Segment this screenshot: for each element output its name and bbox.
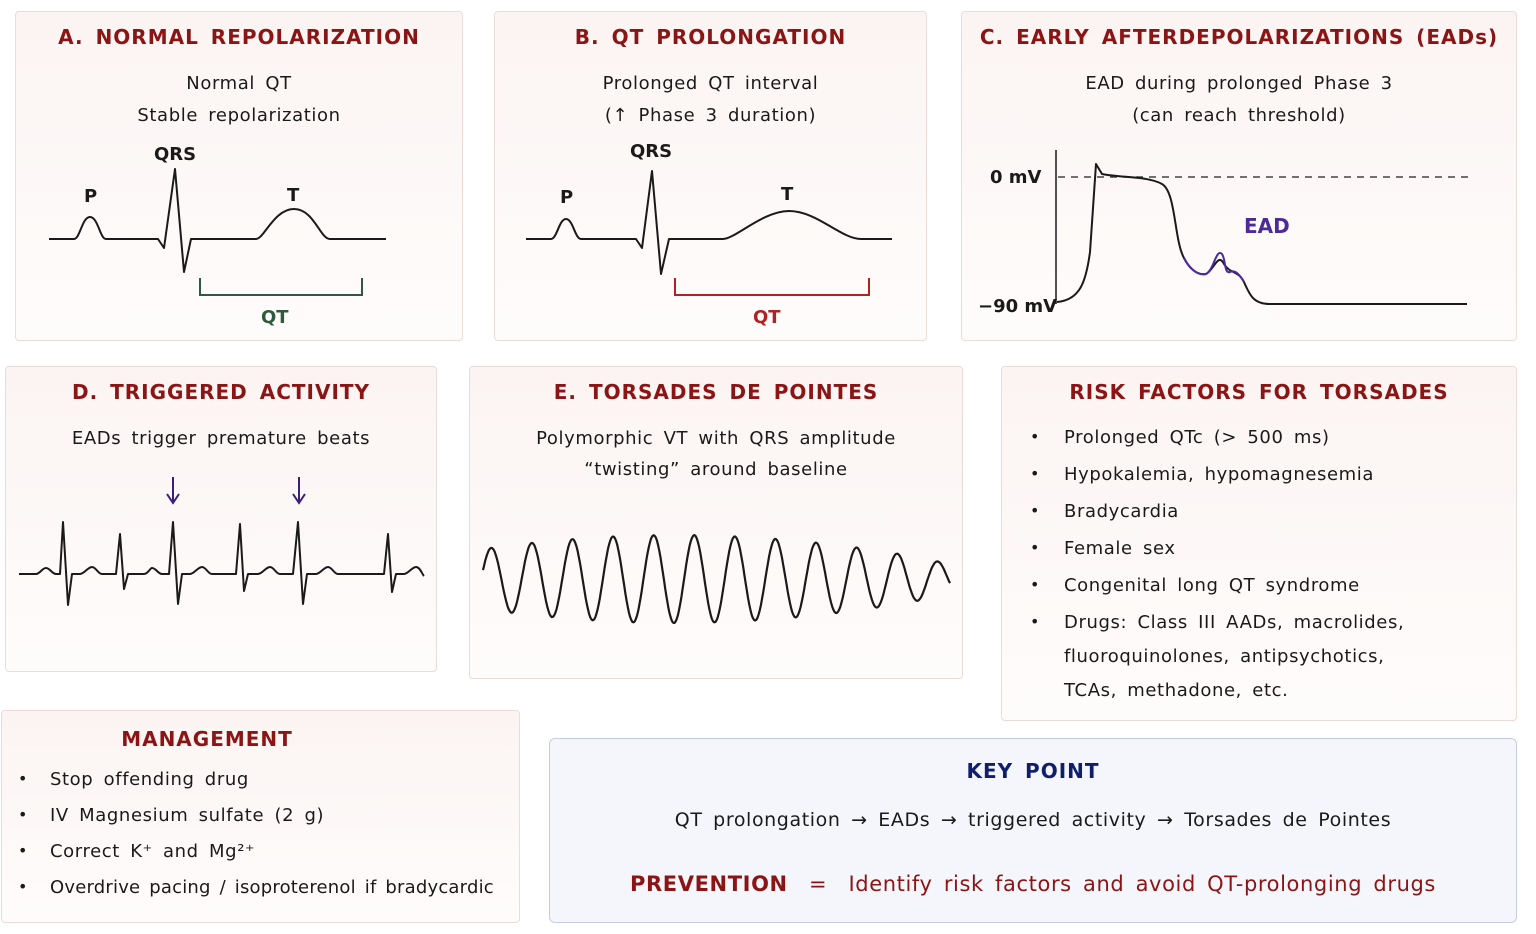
list-item: • IV Magnesium sulfate (2 g) — [18, 805, 325, 826]
panel-b-title: B. QT PROLONGATION — [574, 25, 847, 49]
panel-e-line2: “twisting” around baseline — [584, 459, 848, 480]
management-list: • Stop offending drug • IV Magnesium sulfa… — [18, 769, 494, 913]
torsades-waveform — [481, 534, 951, 624]
panel-c-line2: (can reach threshold) — [1132, 105, 1346, 126]
panel-a-line1: Normal QT — [186, 73, 292, 94]
arrow-down-icon — [166, 477, 180, 505]
management-title: MANAGEMENT — [121, 727, 293, 751]
risk-title: RISK FACTORS FOR TORSADES — [1069, 380, 1449, 404]
list-item-continuation: TCAs, methadone, etc. — [1064, 680, 1289, 701]
list-item: • Prolonged QTc (> 500 ms) — [1030, 427, 1330, 448]
panel-e-line1: Polymorphic VT with QRS amplitude — [536, 428, 896, 449]
prevention-equals: = — [808, 872, 828, 896]
panel-early-afterdepolarizations: C. EARLY AFTERDEPOLARIZATIONS (EADs) EAD… — [961, 11, 1517, 341]
panel-qt-prolongation: B. QT PROLONGATION Prolonged QT interval… — [494, 11, 927, 341]
panel-risk-factors: RISK FACTORS FOR TORSADES • Prolonged QTc… — [1001, 366, 1517, 721]
panel-management: MANAGEMENT • Stop offending drug • IV Magn… — [1, 710, 520, 923]
qt-label-b: QT — [753, 307, 781, 328]
t-wave-label-b: T — [781, 184, 794, 205]
panel-a-line2: Stable repolarization — [137, 105, 341, 126]
prevention-line: PREVENTION = Identify risk factors and a… — [550, 872, 1516, 896]
zero-mv-label: 0 mV — [990, 167, 1042, 188]
ecg-normal-trace: QRS P T QT — [49, 144, 386, 328]
list-item: • Bradycardia — [1030, 501, 1179, 522]
panel-key-point: KEY POINT QT prolongation → EADs → trigg… — [549, 738, 1517, 923]
p-wave-label-a: P — [84, 186, 97, 207]
list-item: • Drugs: Class III AADs, macrolides, — [1030, 612, 1405, 633]
p-wave-label-b: P — [560, 187, 573, 208]
panel-b-line1: Prolonged QT interval — [602, 73, 819, 94]
list-item: • Overdrive pacing / isoproterenol if bra… — [18, 877, 494, 898]
panel-torsades-de-pointes: E. TORSADES DE POINTES Polymorphic VT wi… — [469, 366, 963, 679]
list-item: • Stop offending drug — [18, 769, 249, 790]
list-item: • Female sex — [1030, 538, 1176, 559]
panel-a-title: A. NORMAL REPOLARIZATION — [58, 25, 420, 49]
prevention-label: PREVENTION — [630, 872, 788, 896]
qrs-label-a: QRS — [154, 144, 196, 165]
panel-b-line2: (↑ Phase 3 duration) — [604, 105, 817, 126]
panel-triggered-activity: D. TRIGGERED ACTIVITY EADs trigger prema… — [5, 366, 437, 672]
panel-normal-repolarization: A. NORMAL REPOLARIZATION Normal QT Stabl… — [15, 11, 463, 341]
panel-c-line1: EAD during prolonged Phase 3 — [1085, 73, 1393, 94]
qt-label-a: QT — [261, 307, 289, 328]
action-potential-graph: 0 mV −90 mV EAD — [978, 150, 1474, 317]
key-point-chain: QT prolongation → EADs → triggered activ… — [674, 809, 1392, 831]
triggered-activity-trace — [19, 477, 425, 606]
list-item-continuation: fluoroquinolones, antipsychotics, — [1064, 646, 1385, 667]
panel-d-title: D. TRIGGERED ACTIVITY — [71, 380, 371, 404]
list-item: • Hypokalemia, hypomagnesemia — [1030, 464, 1375, 485]
panel-e-title: E. TORSADES DE POINTES — [553, 380, 879, 404]
panel-d-line1: EADs trigger premature beats — [71, 428, 371, 449]
t-wave-label-a: T — [287, 185, 300, 206]
list-item: • Congenital long QT syndrome — [1030, 575, 1360, 596]
key-point-title: KEY POINT — [966, 759, 1100, 783]
prevention-text: Identify risk factors and avoid QT-prolo… — [848, 872, 1436, 896]
ead-label: EAD — [1244, 214, 1290, 238]
list-item: • Correct K⁺ and Mg²⁺ — [18, 841, 256, 862]
qrs-label-b: QRS — [630, 141, 672, 162]
panel-c-title: C. EARLY AFTERDEPOLARIZATIONS (EADs) — [979, 25, 1499, 49]
risk-list: • Prolonged QTc (> 500 ms) • Hypokalemia, … — [1030, 427, 1404, 714]
ecg-prolonged-trace: QRS P T QT — [526, 141, 892, 328]
arrow-down-icon — [292, 477, 306, 505]
minus-90-mv-label: −90 mV — [978, 296, 1057, 317]
